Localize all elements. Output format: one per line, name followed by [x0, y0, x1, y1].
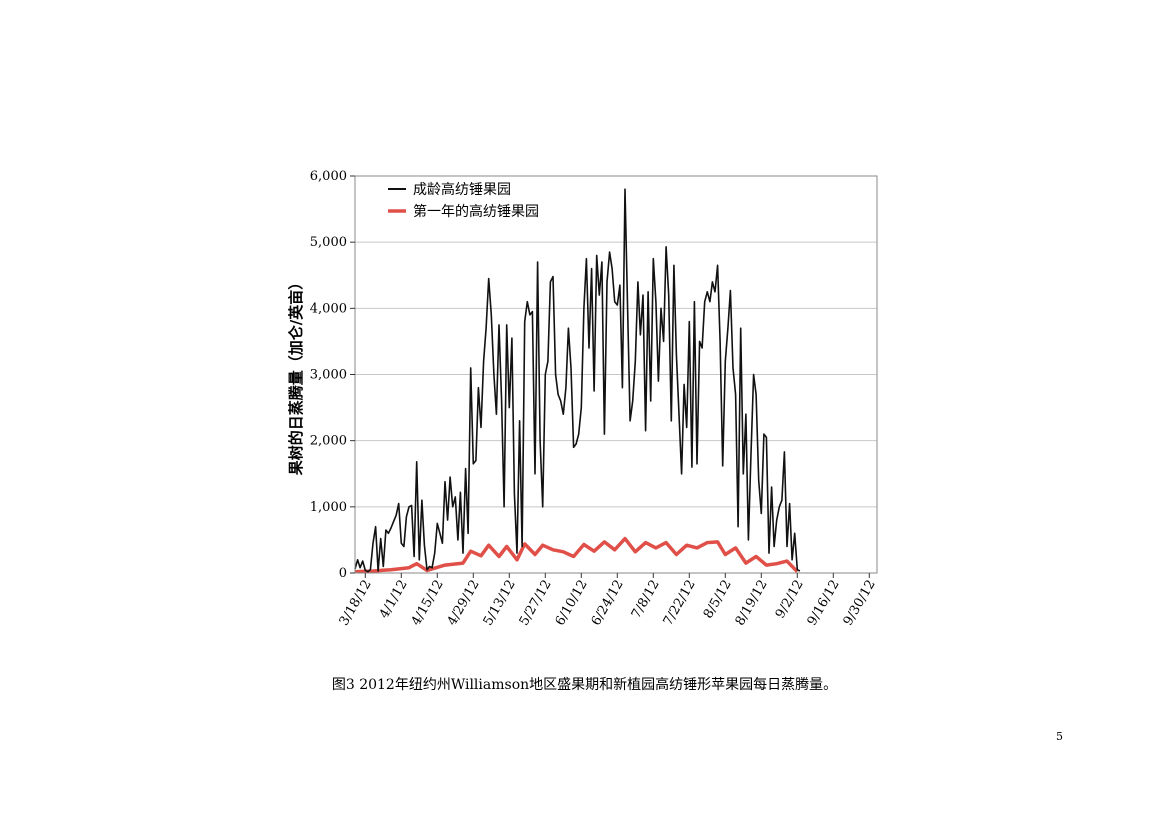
x-tick-label: 9/2/12	[773, 578, 807, 622]
x-tick-label: 8/19/12	[733, 578, 771, 629]
page-number: 5	[1056, 730, 1063, 743]
x-tick-label: 7/8/12	[629, 578, 663, 622]
x-tick-label: 5/13/12	[481, 578, 519, 629]
chart-grid	[355, 241, 877, 508]
x-tick-label: 5/27/12	[517, 578, 555, 629]
x-tick-label: 7/22/12	[661, 578, 699, 629]
chart-series	[354, 188, 801, 574]
x-tick-label: 6/24/12	[589, 578, 627, 629]
y-tick-label: 6,000	[310, 169, 347, 184]
y-tick-label: 0	[339, 566, 347, 581]
series-line	[354, 188, 801, 573]
x-tick-label: 6/10/12	[553, 578, 591, 629]
y-tick-label: 5,000	[310, 235, 347, 250]
y-tick-label: 3,000	[310, 368, 347, 383]
x-axis: 3/18/12 4/1/124/15/124/29/125/13/125/27/1…	[337, 573, 879, 628]
x-tick-label: 8/5/12	[701, 578, 735, 622]
x-tick-label: 9/16/12	[805, 578, 843, 629]
x-tick-label: 9/30/12	[841, 578, 879, 629]
y-tick-label: 4,000	[310, 301, 347, 316]
y-tick-label: 1,000	[310, 500, 347, 515]
x-tick-label: 4/15/12	[409, 578, 447, 629]
x-tick-label: 4/29/12	[445, 578, 483, 629]
y-axis: 0 1,000 2,000 3,000 4,000 5,000 6,000	[310, 169, 355, 581]
legend-label: 成龄高纺锤果园	[413, 181, 511, 198]
y-axis-label: 果树的日蒸腾量（加仑/英亩）	[287, 275, 305, 476]
figure-caption: 图3 2012年纽约州Williamson地区盛果期和新植园高纺锤形苹果园每日蒸…	[331, 677, 838, 693]
series-line	[354, 536, 799, 574]
x-tick-label: 3/18/12	[337, 578, 375, 629]
x-tick-label: 4/1/12	[377, 578, 411, 622]
y-tick-label: 2,000	[310, 434, 347, 449]
legend-label: 第一年的高纺锤果园	[413, 203, 539, 220]
